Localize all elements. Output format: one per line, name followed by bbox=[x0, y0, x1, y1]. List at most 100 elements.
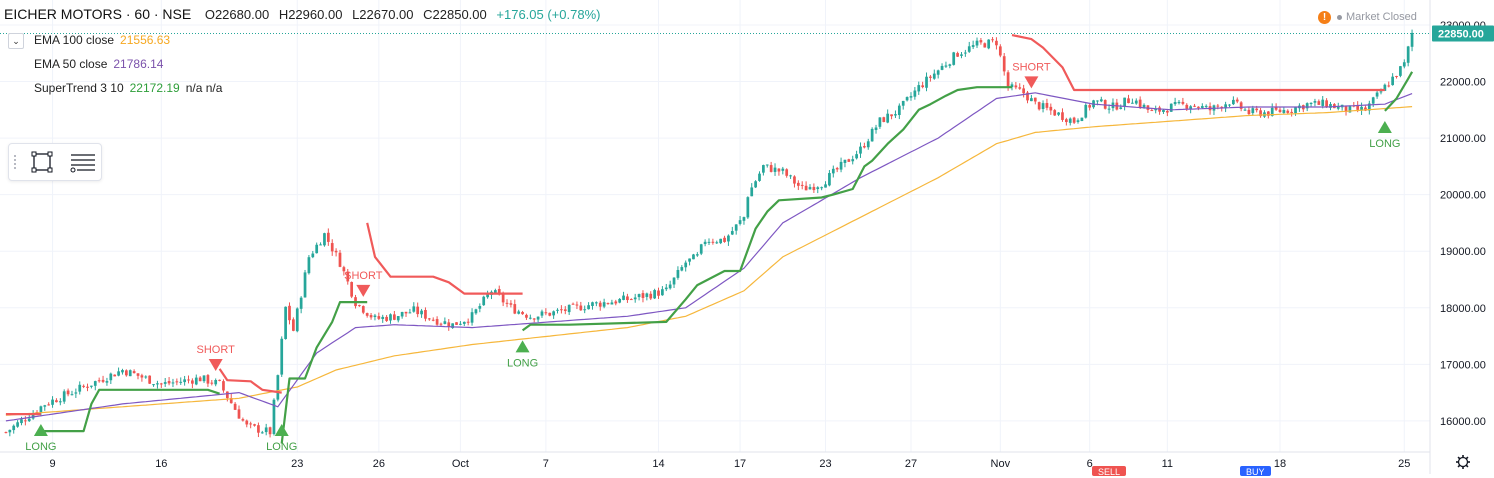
signal-long: LONG bbox=[1369, 120, 1400, 150]
buy-button[interactable]: BUY bbox=[1240, 466, 1271, 477]
candle bbox=[311, 250, 315, 259]
candle bbox=[948, 63, 952, 69]
candle-body bbox=[525, 314, 528, 318]
candle-body bbox=[462, 321, 466, 324]
candle bbox=[839, 157, 843, 173]
candle bbox=[206, 374, 210, 387]
gear-icon[interactable] bbox=[1456, 455, 1470, 469]
candle bbox=[70, 390, 74, 396]
candle bbox=[645, 292, 649, 301]
symbol-title[interactable]: EICHER MOTORS · 60 · NSE bbox=[4, 6, 192, 22]
candle-body bbox=[773, 167, 777, 172]
candle bbox=[866, 138, 870, 150]
candle bbox=[870, 127, 874, 142]
signal-long: LONG bbox=[266, 424, 297, 453]
sell-button[interactable]: SELL bbox=[1092, 466, 1127, 477]
candle bbox=[412, 302, 416, 313]
drag-handle-icon[interactable] bbox=[13, 154, 17, 170]
candle-body bbox=[715, 242, 719, 244]
legend-ema50[interactable]: EMA 50 close 21786.14 bbox=[34, 57, 163, 71]
candle-body bbox=[1375, 92, 1379, 97]
x-tick-label: 27 bbox=[905, 458, 917, 470]
candle-body bbox=[140, 375, 144, 378]
candle bbox=[156, 380, 159, 389]
candle-body bbox=[548, 312, 552, 316]
candle bbox=[925, 72, 928, 92]
candle-body bbox=[311, 253, 315, 258]
candle bbox=[622, 291, 625, 301]
candle-body bbox=[948, 64, 952, 66]
candle-body bbox=[1165, 111, 1169, 113]
candle bbox=[113, 374, 117, 377]
candle bbox=[859, 142, 862, 158]
candle bbox=[727, 234, 730, 246]
candle-body bbox=[62, 391, 66, 402]
candle bbox=[789, 174, 792, 179]
candle-body bbox=[1228, 104, 1231, 106]
candle bbox=[680, 265, 684, 272]
candle bbox=[1146, 105, 1150, 113]
candle bbox=[913, 87, 917, 100]
warning-icon[interactable]: ! bbox=[1318, 11, 1331, 24]
candle-body bbox=[563, 309, 567, 311]
candle-body bbox=[886, 113, 890, 123]
candle bbox=[486, 290, 489, 299]
candle bbox=[1406, 45, 1410, 67]
candle bbox=[769, 161, 773, 173]
candle-body bbox=[1131, 102, 1134, 104]
settings-lines-icon[interactable] bbox=[69, 151, 97, 178]
candle-body bbox=[781, 168, 785, 171]
candle bbox=[260, 430, 264, 434]
legend-ema100[interactable]: EMA 100 close 21556.63 bbox=[34, 33, 170, 47]
candle bbox=[1395, 75, 1398, 79]
rectangle-tool-icon[interactable] bbox=[31, 151, 53, 178]
supertrend-segment-up bbox=[280, 301, 368, 444]
candle-body bbox=[727, 235, 730, 242]
candle-body bbox=[894, 114, 897, 116]
candle bbox=[1111, 98, 1115, 112]
candle-body bbox=[1266, 111, 1270, 116]
candle bbox=[1410, 29, 1414, 52]
candle bbox=[82, 384, 85, 389]
candle bbox=[272, 398, 276, 436]
candle bbox=[1107, 104, 1111, 114]
candle bbox=[1200, 103, 1204, 110]
legend-supertrend[interactable]: SuperTrend 3 10 22172.19 n/a n/a bbox=[34, 81, 222, 95]
candle bbox=[218, 379, 221, 382]
candle bbox=[1313, 98, 1317, 107]
collapse-legend-button[interactable]: ⌄ bbox=[8, 33, 24, 49]
supertrend-segment-up bbox=[1384, 71, 1414, 112]
candle bbox=[944, 61, 948, 68]
candle bbox=[513, 299, 517, 315]
candle bbox=[917, 81, 921, 95]
candle-body bbox=[338, 252, 342, 267]
candle bbox=[851, 155, 855, 165]
candle bbox=[575, 301, 579, 310]
candle-body bbox=[750, 187, 754, 197]
candle-body bbox=[43, 405, 47, 407]
supertrend-segment-up bbox=[40, 388, 220, 433]
candle-body bbox=[194, 377, 198, 385]
candle bbox=[1127, 94, 1130, 104]
drawing-toolbox[interactable] bbox=[8, 143, 102, 181]
candle bbox=[1041, 100, 1045, 113]
candle-body bbox=[598, 302, 602, 307]
x-tick-label: 23 bbox=[819, 458, 831, 470]
candle-body bbox=[105, 381, 109, 383]
candle-body bbox=[427, 318, 431, 320]
candle bbox=[664, 283, 668, 292]
candle-body bbox=[1399, 66, 1402, 76]
candle bbox=[1181, 97, 1185, 106]
candle bbox=[785, 168, 789, 178]
candle-body bbox=[909, 96, 913, 98]
candle-body bbox=[1321, 99, 1325, 106]
candle bbox=[598, 300, 602, 311]
candle bbox=[1150, 108, 1154, 112]
candle bbox=[1282, 107, 1286, 115]
candle bbox=[695, 252, 699, 257]
candle bbox=[730, 226, 734, 236]
candle bbox=[905, 96, 909, 102]
candle-body bbox=[330, 243, 334, 252]
candle-body bbox=[1317, 101, 1321, 105]
